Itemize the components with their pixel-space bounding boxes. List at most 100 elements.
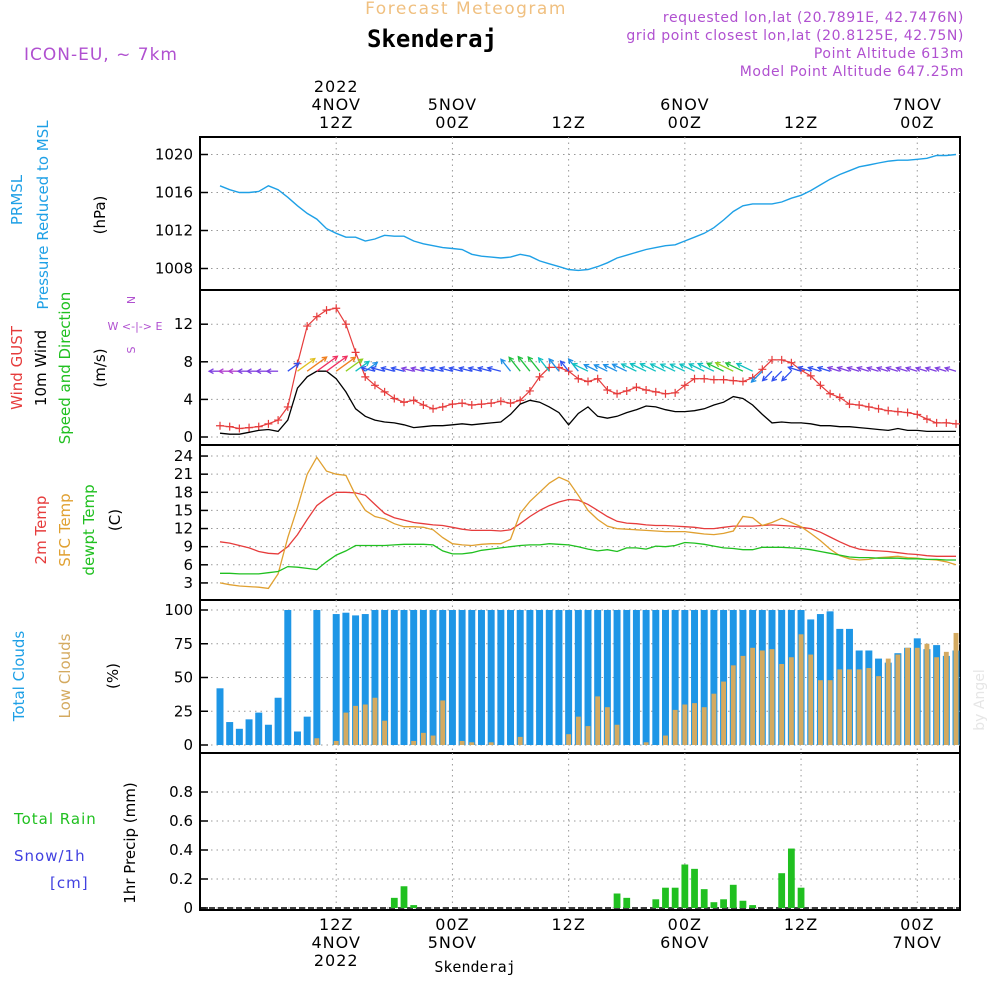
wind-arrowhead xyxy=(836,365,843,372)
gust-marker xyxy=(467,401,476,410)
low-cloud-bar xyxy=(934,657,940,745)
gust-marker xyxy=(952,419,960,428)
low-cloud-bar xyxy=(459,740,465,745)
gust-marker xyxy=(322,306,331,315)
ytick-label: 8 xyxy=(183,353,193,371)
top-tick-date: 6NOV xyxy=(660,95,709,114)
total-cloud-bar xyxy=(642,610,650,745)
wind-arrowhead xyxy=(567,358,574,365)
wind-arrow xyxy=(621,363,637,372)
gust-marker xyxy=(429,404,438,413)
wind-arrowhead xyxy=(895,366,902,372)
wind-arrowhead xyxy=(846,365,853,372)
rain-bar xyxy=(749,905,757,908)
wind-arrowhead xyxy=(380,366,387,372)
credit-watermark: by Angel xyxy=(972,669,988,730)
gust-marker xyxy=(777,355,786,364)
ytick-label: 0.8 xyxy=(169,783,193,801)
temp-unit-label: (C) xyxy=(106,509,124,531)
bottom-tick-date: 4NOV xyxy=(312,933,361,952)
wind10m-label: 10m Wind xyxy=(32,330,50,406)
gust-marker xyxy=(738,377,747,386)
gust-marker xyxy=(768,355,776,364)
gust-marker xyxy=(409,396,418,405)
wind-arrow xyxy=(857,367,870,372)
low-cloud-bar xyxy=(788,657,794,745)
total-cloud-bar xyxy=(526,610,534,745)
wind-arrowhead xyxy=(370,365,377,372)
wind-arrowhead xyxy=(602,363,609,370)
total-cloud-bar xyxy=(536,610,544,745)
wind-arrowhead xyxy=(548,357,555,364)
bottom-tick-hour: 00Z xyxy=(668,915,702,934)
gust-marker xyxy=(303,322,312,331)
total-cloud-bar xyxy=(584,610,592,745)
ytick-label: 0.6 xyxy=(169,812,193,830)
bottom-tick-date: 6NOV xyxy=(660,933,709,952)
gust-marker xyxy=(351,348,360,357)
wind-arrow xyxy=(391,367,405,372)
low-cloud-bar xyxy=(595,696,601,745)
wind-arrow xyxy=(594,364,608,372)
wind-arrow xyxy=(572,363,589,372)
low-cloud-bar xyxy=(876,676,881,745)
panel-precipitation: 0 0.2 0.4 0.6 0.8 xyxy=(169,752,961,917)
wind-arrowhead xyxy=(448,366,455,372)
ytick-label: 21 xyxy=(174,465,193,483)
gust-marker xyxy=(419,401,428,410)
ytick-label: 25 xyxy=(174,702,193,720)
wind-arrowhead xyxy=(527,355,534,363)
wind-arrow xyxy=(478,367,492,372)
total-clouds-label: Total Clouds xyxy=(10,631,28,723)
rain-bar xyxy=(710,902,718,908)
wind-arrow xyxy=(751,370,763,383)
gust-marker xyxy=(400,398,408,407)
cloud-labels: Total Clouds Low Clouds (%) xyxy=(10,631,122,723)
precip-unit-label: 1hr Precip (mm) xyxy=(121,782,139,903)
low-cloud-bar xyxy=(663,735,668,745)
total-cloud-bar xyxy=(826,611,834,745)
rain-bar xyxy=(652,899,660,908)
wind-arrow xyxy=(650,363,666,372)
wind-arrowhead xyxy=(236,368,243,375)
wind-arrowhead xyxy=(360,365,367,372)
gust-marker xyxy=(893,407,902,416)
ytick-label: 12 xyxy=(174,315,193,333)
low-cloud-bar xyxy=(847,669,852,745)
wind-arrow xyxy=(817,366,831,372)
bottom-tick-hour: 12Z xyxy=(551,915,585,934)
wind-unit-label: (m/s) xyxy=(91,348,109,387)
wind-arrowhead xyxy=(714,361,721,368)
wind-arrow xyxy=(847,366,860,372)
wind-arrowhead xyxy=(255,368,262,375)
rain-bar xyxy=(720,899,727,908)
wind-arrow xyxy=(827,366,840,372)
wind-arrow xyxy=(401,367,414,372)
plot-area: 1008101210161020048123691215182124025507… xyxy=(155,77,961,970)
total-cloud-bar xyxy=(400,610,408,745)
low-cloud-bar xyxy=(643,742,649,745)
rain-bar xyxy=(623,897,631,908)
wind-arrowhead xyxy=(309,357,316,364)
total-cloud-bar xyxy=(516,610,524,745)
wind-arrowhead xyxy=(390,366,397,372)
gust-marker xyxy=(642,386,651,394)
chart-title: Forecast Meteogram xyxy=(365,0,567,19)
wind-arrowhead xyxy=(943,366,951,372)
wind-arrow xyxy=(297,358,316,372)
panel-frame xyxy=(199,752,961,911)
rain-bar xyxy=(787,848,795,908)
low-cloud-bar xyxy=(411,740,417,745)
snow-unit-label: [cm] xyxy=(50,874,89,892)
low-cloud-bar xyxy=(488,742,494,745)
total-cloud-bar xyxy=(594,610,602,745)
wind-arrowhead xyxy=(207,368,214,375)
gust-marker xyxy=(709,375,718,384)
total-cloud-bar xyxy=(623,610,631,745)
gust-marker xyxy=(341,320,350,329)
low-cloud-bar xyxy=(469,742,475,745)
total-cloud-bar xyxy=(710,610,718,745)
wind-arrowhead xyxy=(357,358,364,364)
rain-bar xyxy=(691,868,698,908)
snow-label: Snow/1h xyxy=(14,847,86,865)
